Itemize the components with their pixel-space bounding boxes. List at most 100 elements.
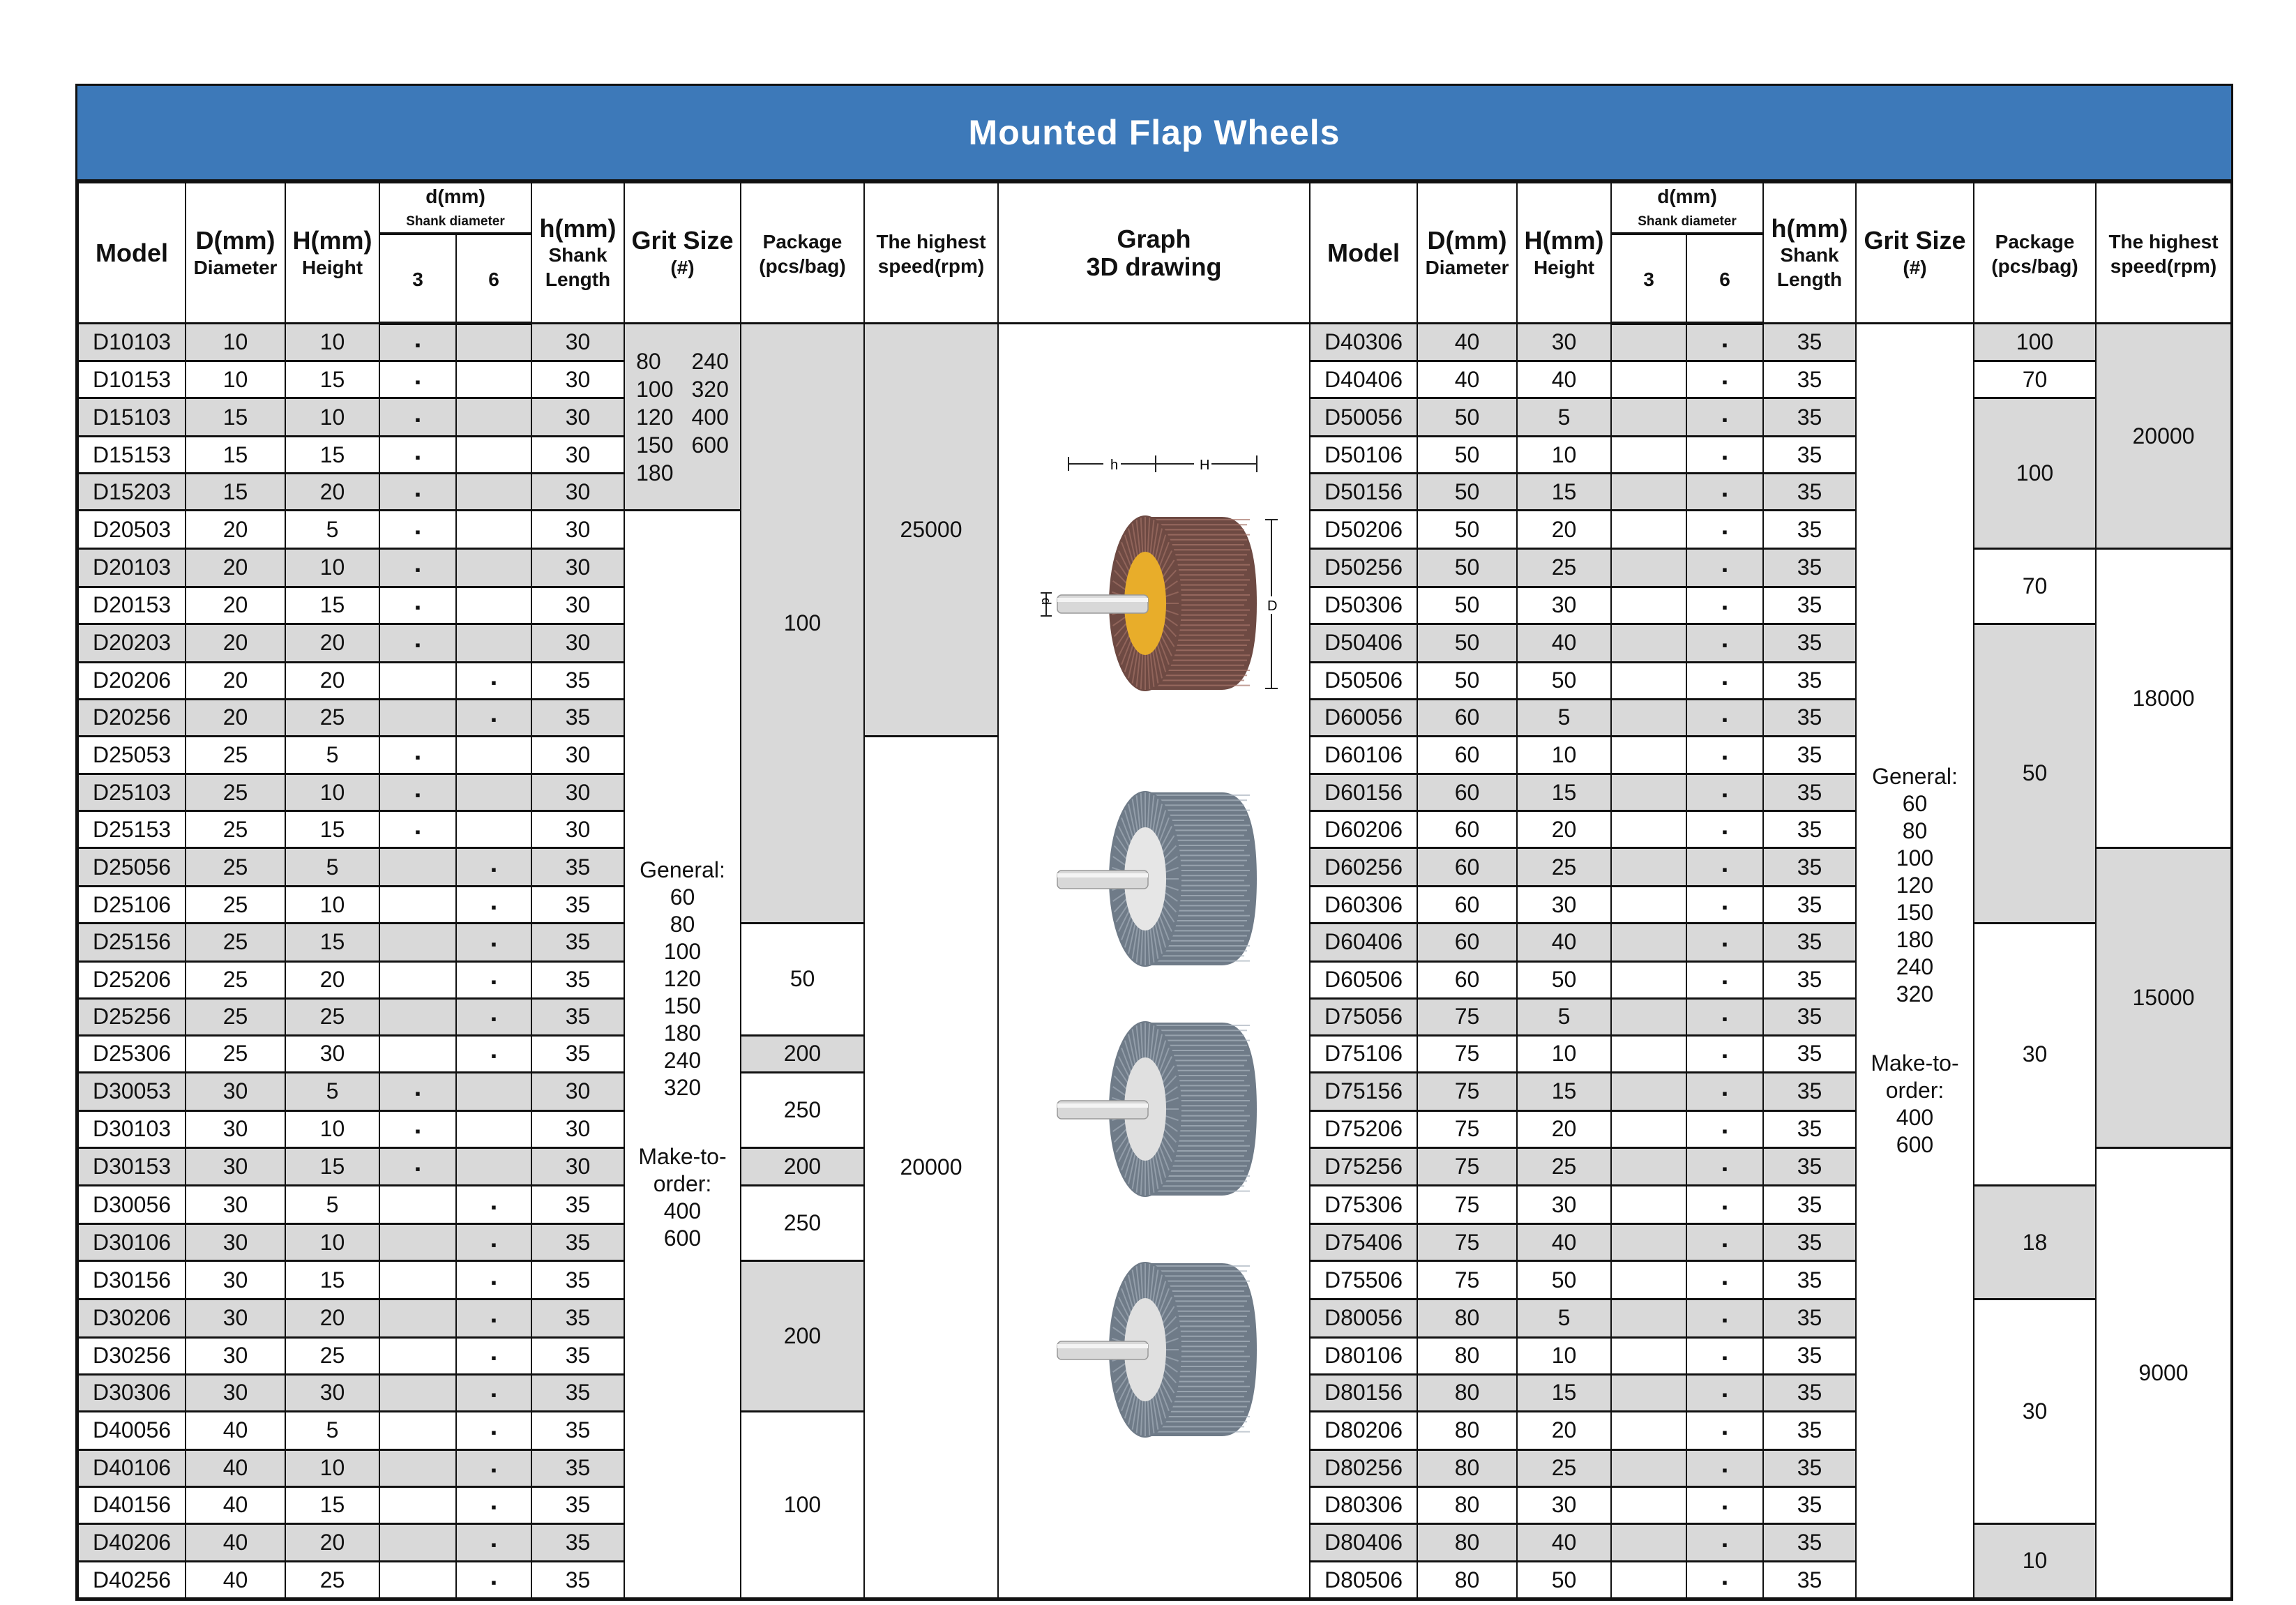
grit-make-to-order-label: Make-to-order: — [638, 1144, 727, 1197]
shank-length-cell: 30 — [531, 1071, 625, 1112]
shank-3-cell — [1610, 509, 1687, 550]
height-cell: 20 — [1516, 810, 1612, 849]
shank-length-cell: 35 — [531, 997, 625, 1037]
shank-6-cell: ▪ — [455, 1522, 532, 1562]
model-cell: D25103 — [77, 773, 186, 812]
shank-3-cell — [379, 997, 457, 1037]
diameter-cell: 30 — [185, 1373, 286, 1412]
height-cell: 10 — [285, 547, 380, 588]
shank-3-cell — [379, 1336, 457, 1376]
shank-length-cell: 35 — [531, 1034, 625, 1073]
grit-size-cell: 80 240 100 320 120 400 150 600 180 — [624, 322, 741, 511]
shank-length-cell: 35 — [1762, 1297, 1857, 1339]
dimension-lines — [1041, 455, 1278, 690]
shank-6-cell: ▪ — [455, 661, 532, 700]
diameter-cell: 30 — [185, 1297, 286, 1339]
shank-length-cell: 30 — [531, 810, 625, 849]
shank-3-cell: ▪ — [379, 585, 457, 625]
shank-length-cell: 35 — [1762, 1560, 1857, 1599]
height-cell: 10 — [285, 322, 380, 362]
diameter-cell: 20 — [185, 547, 286, 588]
shank-3-cell: ▪ — [379, 773, 457, 812]
shank-length-cell: 35 — [531, 698, 625, 737]
shank-6-cell — [455, 509, 532, 550]
shank-length-cell: 35 — [1762, 547, 1857, 588]
shank-3-cell — [1610, 773, 1687, 812]
shank-3-cell — [1610, 885, 1687, 924]
model-cell: D25153 — [77, 810, 186, 849]
model-cell: D50206 — [1309, 509, 1418, 550]
availability-mark: ▪ — [1722, 1461, 1728, 1479]
diameter-cell: 25 — [185, 922, 286, 963]
shank-6-cell: ▪ — [455, 1297, 532, 1339]
model-cell: D30153 — [77, 1146, 186, 1186]
shank-3-cell: ▪ — [379, 1146, 457, 1186]
height-cell: 15 — [285, 435, 380, 474]
header-d-label: D(mm) — [195, 226, 275, 255]
height-cell: 5 — [1516, 1297, 1612, 1339]
shank-6-cell: ▪ — [1686, 1297, 1764, 1339]
grit-value: 100 — [663, 939, 702, 965]
grit-size-list: General: 60 80 100 120 150 180 240 320 Make-to-or… — [626, 857, 739, 1252]
shank-length-cell: 30 — [531, 472, 625, 511]
shank-3-cell — [1610, 1522, 1687, 1562]
availability-mark: ▪ — [1722, 448, 1728, 466]
grit-general-label: General: — [640, 857, 725, 883]
height-cell: 10 — [1516, 435, 1612, 474]
header-speed-label: The highest — [2108, 230, 2219, 253]
availability-mark: ▪ — [1722, 748, 1728, 766]
height-cell: 50 — [1516, 661, 1612, 700]
availability-mark: ▪ — [1722, 1047, 1728, 1065]
availability-mark: ▪ — [1722, 785, 1728, 804]
height-cell: 30 — [285, 1034, 380, 1073]
height-cell: 25 — [285, 1560, 380, 1599]
model-cell: D60506 — [1309, 960, 1418, 1000]
diameter-cell: 75 — [1417, 1071, 1518, 1112]
availability-mark: ▪ — [415, 1160, 421, 1178]
model-cell: D25106 — [77, 885, 186, 924]
shank-3-cell — [379, 1485, 457, 1525]
grit-value: 180 — [636, 460, 674, 485]
height-cell: 5 — [285, 734, 380, 775]
shank-length-cell: 35 — [531, 1522, 625, 1562]
model-cell: D60256 — [1309, 847, 1418, 887]
shank-length-cell: 30 — [531, 397, 625, 437]
shank-length-cell: 35 — [531, 922, 625, 963]
table-row: D25106 25 10 ▪ 35 D60306 60 30 ▪ 35 — [77, 885, 2231, 924]
height-cell: 10 — [1516, 1034, 1612, 1073]
shank-length-cell: 35 — [1762, 1260, 1857, 1300]
speed-cell: 25000 — [863, 322, 999, 737]
shank-3-cell: ▪ — [379, 360, 457, 399]
height-cell: 15 — [1516, 1071, 1612, 1112]
diameter-cell: 75 — [1417, 1109, 1518, 1149]
right-header-model: Model — [1309, 182, 1418, 324]
height-cell: 40 — [1516, 360, 1612, 399]
grit-value: 80 — [1902, 818, 1928, 844]
model-cell: D20206 — [77, 661, 186, 700]
shank-length-cell: 35 — [1762, 397, 1857, 437]
header-shank-3-label: 3 — [1643, 268, 1654, 290]
availability-mark: ▪ — [491, 1461, 497, 1479]
shank-length-cell: 35 — [1762, 1184, 1857, 1225]
diameter-cell: 25 — [185, 773, 286, 812]
shank-length-cell: 35 — [531, 1448, 625, 1488]
shank-3-cell — [379, 885, 457, 924]
shank-length-cell: 35 — [1762, 810, 1857, 849]
table-row: D15103 15 10 ▪ 30 D50056 50 5 ▪ 35 100 — [77, 397, 2231, 550]
model-cell: D80206 — [1309, 1410, 1418, 1451]
availability-mark: ▪ — [1722, 1349, 1728, 1367]
shank-6-cell — [455, 435, 532, 474]
shank-6-cell: ▪ — [1686, 1336, 1764, 1376]
shank-3-cell — [379, 661, 457, 700]
height-cell: 10 — [1516, 1336, 1612, 1376]
shank-6-cell: ▪ — [455, 1448, 532, 1488]
availability-mark: ▪ — [491, 935, 497, 954]
right-header-package: Package (pcs/bag) — [1973, 182, 2097, 324]
header-shank-6: 6 — [1686, 233, 1764, 326]
grit-value: 320 — [1896, 981, 1934, 1007]
diameter-cell: 40 — [185, 1560, 286, 1599]
model-cell: D80056 — [1309, 1297, 1418, 1339]
shank-length-cell: 30 — [531, 509, 625, 550]
header-speed-label: The highest — [876, 230, 986, 253]
availability-mark: ▪ — [491, 973, 497, 991]
